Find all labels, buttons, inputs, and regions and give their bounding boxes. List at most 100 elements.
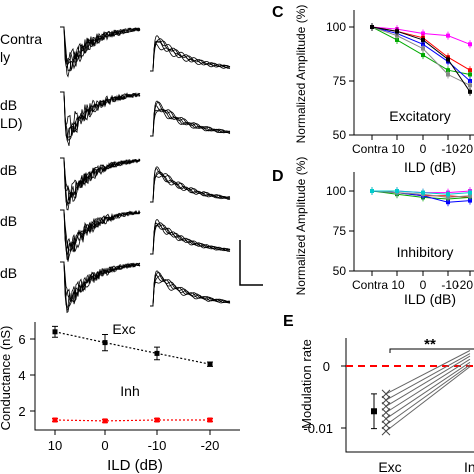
panel-e: E 0 -0.01 Modulation rate ** Exc Inh: [283, 313, 474, 474]
panel-c: C 100 75 50 Normalized Amplitude (%) Exc…: [272, 4, 474, 175]
data-point: [52, 417, 58, 423]
inhibitory-trace: [150, 166, 231, 203]
trace-label-db-2: dB: [0, 162, 17, 178]
paired-line: [385, 350, 471, 395]
data-point: [468, 68, 472, 73]
panel-d-inner-label: Inhibitory: [397, 244, 454, 260]
panel-d-ylabel: Normalized Amplitude (%): [294, 157, 308, 296]
inhibitory-trace: [150, 223, 231, 255]
trace-label-db-3: dB: [0, 213, 17, 229]
conductance-line: [54, 331, 211, 365]
cond-xtick-m20: -20: [201, 438, 220, 453]
panel-e-xtick-inh: Inh: [464, 459, 474, 474]
panel-e-ytick-0: 0: [323, 359, 330, 374]
paired-line: [385, 364, 471, 426]
mean-point: [371, 408, 377, 415]
data-point: [421, 37, 425, 42]
trace-label-ild: LD): [0, 115, 23, 131]
panel-d-plot: [370, 187, 472, 207]
scale-bar: [239, 240, 263, 286]
inhibitory-trace: [150, 108, 231, 137]
excitatory-trace: [60, 157, 141, 207]
excitatory-trace: [60, 91, 141, 140]
data-point: [446, 57, 450, 62]
cond-xtick-0: 0: [101, 438, 108, 453]
panel-d-ytick-100: 100: [326, 184, 346, 198]
exc-point: [381, 389, 391, 399]
exc-point: [381, 426, 391, 436]
panel-d-letter: D: [272, 168, 284, 185]
data-point: [207, 417, 213, 423]
data-point: [52, 329, 58, 335]
panel-d-xtick-m20: -20: [456, 278, 474, 292]
panel-c-ytick-75: 75: [333, 74, 347, 88]
trace-label-ly: ly: [0, 49, 10, 65]
data-point: [207, 361, 213, 367]
data-point: [421, 190, 425, 195]
data-point: [446, 33, 450, 38]
panel-e-ytick-m001: -0.01: [303, 421, 333, 436]
cond-ytick-6: 6: [18, 332, 25, 347]
panel-d: D 100 75 50 Normalized Amplitude (%) Inh…: [272, 157, 474, 307]
data-point: [395, 189, 399, 193]
excitatory-trace: [60, 157, 141, 199]
cond-label-exc: Exc: [112, 321, 135, 337]
cond-ytick-4: 4: [18, 368, 25, 383]
cond-xtick-10: 10: [48, 438, 62, 453]
inhibitory-trace: [150, 274, 231, 307]
panel-c-xtick-0: 0: [420, 142, 427, 156]
paired-line: [385, 355, 471, 407]
data-point: [468, 89, 472, 94]
data-point: [421, 53, 425, 58]
data-point: [468, 79, 472, 83]
paired-line: [385, 353, 471, 401]
data-point: [468, 83, 472, 88]
panel-d-xtick-10: 10: [391, 278, 405, 292]
exc-point: [381, 414, 391, 424]
inhibitory-trace: [150, 38, 231, 72]
cond-xtick-m10: -10: [148, 438, 167, 453]
excitatory-trace: [60, 26, 141, 72]
data-point: [154, 350, 160, 356]
conductance-plot: [52, 325, 213, 424]
panel-d-ytick-50: 50: [333, 264, 347, 278]
cond-ylabel: Conductance (nS): [0, 326, 13, 431]
data-point: [102, 340, 108, 346]
panel-e-ylabel: Modulation rate: [299, 339, 314, 429]
panel-c-xtick-m10: -10: [441, 142, 459, 156]
panel-c-ytick-50: 50: [333, 128, 347, 142]
panel-d-xtick-contra: Contra: [352, 278, 388, 292]
panel-e-plot: [371, 350, 471, 436]
trace-label-db-1: dB: [0, 97, 17, 113]
inhibitory-trace: [150, 40, 231, 72]
inhibitory-trace: [150, 171, 231, 203]
exc-point: [381, 395, 391, 405]
excitatory-trace: [60, 209, 141, 253]
exc-point: [381, 401, 391, 411]
conductance-axes: [34, 322, 240, 431]
panel-d-xtick-m10: -10: [441, 278, 459, 292]
conductance-line: [54, 419, 210, 422]
voltage-traces: [60, 26, 231, 314]
panel-c-xtick-contra: Contra: [352, 142, 388, 156]
panel-c-inner-label: Excitatory: [389, 108, 450, 124]
data-point: [468, 72, 472, 77]
data-point: [395, 33, 399, 38]
data-point: [468, 190, 472, 195]
significance-bracket: [389, 348, 474, 353]
data-point: [446, 72, 450, 77]
paired-line: [385, 358, 471, 413]
data-point: [446, 68, 450, 73]
inhibitory-trace: [150, 222, 231, 255]
trace-label-db-4: dB: [0, 265, 17, 281]
inhibitory-trace: [150, 275, 231, 307]
panel-e-axes: [345, 338, 474, 453]
cond-label-inh: Inh: [120, 383, 139, 399]
data-point: [421, 31, 425, 36]
data-point: [446, 192, 450, 197]
panel-e-xtick-exc: Exc: [378, 459, 401, 474]
inhibitory-trace: [150, 271, 231, 307]
exc-point: [381, 420, 391, 430]
exc-point: [381, 408, 391, 417]
